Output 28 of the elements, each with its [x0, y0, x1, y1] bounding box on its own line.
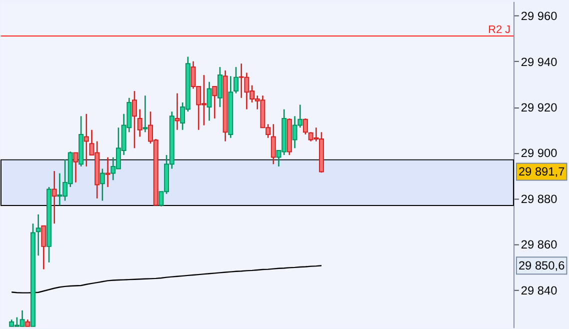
y-tick-label: 29 940 — [520, 54, 558, 69]
y-tick-label: 29 920 — [520, 100, 558, 114]
y-tick-label: 29 840 — [520, 283, 558, 298]
candlestick — [52, 170, 57, 224]
candlestick — [84, 113, 89, 168]
candlestick — [105, 156, 110, 188]
candlestick — [302, 118, 308, 136]
candlestick — [234, 66, 238, 94]
candlestick — [100, 168, 105, 202]
candlestick — [174, 92, 180, 131]
candlestick — [206, 81, 212, 122]
candlestick — [36, 214, 41, 256]
line-series — [11, 265, 322, 294]
text: 29 850,6 — [518, 258, 566, 273]
candlestick — [212, 86, 218, 120]
ref-line-label: R2 J — [488, 24, 511, 36]
candlestick — [217, 66, 222, 108]
y-tick-label: 29 960 — [520, 9, 558, 24]
y-tick-label: 29 900 — [520, 146, 558, 160]
candlestick — [132, 90, 137, 149]
candlestick — [270, 124, 276, 165]
candlestick — [142, 94, 148, 133]
candlestick — [73, 152, 78, 184]
candlestick — [41, 225, 46, 270]
text: 29 891,7 — [518, 164, 565, 179]
candlestick — [137, 108, 142, 138]
y-tick-label: 29 860 — [520, 238, 558, 252]
y-tick-label: 29 880 — [520, 192, 558, 206]
